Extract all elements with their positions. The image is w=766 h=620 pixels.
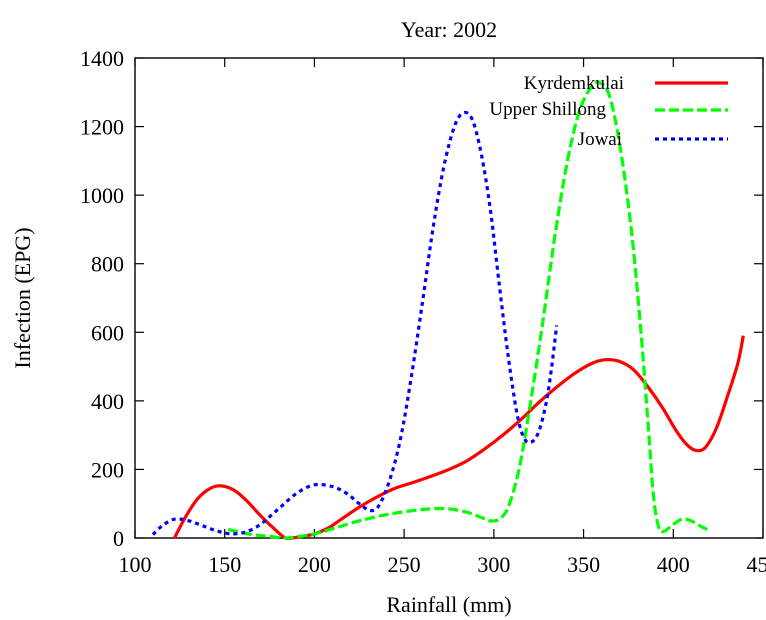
legend: Kyrdemkulai Upper Shillong Jowai xyxy=(489,73,728,150)
x-tick-label: 100 xyxy=(119,552,152,577)
x-tick-label: 200 xyxy=(298,552,331,577)
y-axis-label: Infection (EPG) xyxy=(10,227,35,368)
x-tick-label: 250 xyxy=(388,552,421,577)
chart-title: Year: 2002 xyxy=(401,17,497,42)
legend-item-kyrdemkulai: Kyrdemkulai xyxy=(524,73,728,94)
series-lines xyxy=(151,80,745,541)
y-tick-label: 1000 xyxy=(80,183,124,208)
legend-label-upper-shillong: Upper Shillong xyxy=(489,99,606,120)
y-tick-label: 1400 xyxy=(80,46,124,71)
x-tick-label: 350 xyxy=(567,552,600,577)
plot-frame xyxy=(134,57,764,539)
x-tick-label: 400 xyxy=(657,552,690,577)
y-tick-label: 800 xyxy=(91,252,124,277)
series-line-jowai xyxy=(151,110,559,536)
y-tick-label: 400 xyxy=(91,389,124,414)
series-line-kyrdemkulai xyxy=(173,335,745,541)
legend-label-jowai: Jowai xyxy=(578,129,622,150)
y-tick-label: 1200 xyxy=(80,115,124,140)
y-tick-label: 600 xyxy=(91,320,124,345)
x-tick-label: 450 xyxy=(747,552,766,577)
y-tick-labels: 0 200 400 600 800 1000 1200 1400 xyxy=(80,46,124,551)
y-tick-label: 0 xyxy=(113,526,124,551)
y-tick-label: 200 xyxy=(91,457,124,482)
x-axis-label: Rainfall (mm) xyxy=(386,592,511,617)
axis-ticks xyxy=(134,57,764,539)
legend-item-jowai: Jowai xyxy=(578,129,728,150)
legend-label-kyrdemkulai: Kyrdemkulai xyxy=(524,73,624,94)
legend-item-upper-shillong: Upper Shillong xyxy=(489,99,728,120)
x-tick-labels: 100 150 200 250 300 350 400 450 xyxy=(119,552,766,577)
series-line-upper-shillong xyxy=(227,80,710,540)
x-tick-label: 150 xyxy=(208,552,241,577)
x-tick-label: 300 xyxy=(477,552,510,577)
